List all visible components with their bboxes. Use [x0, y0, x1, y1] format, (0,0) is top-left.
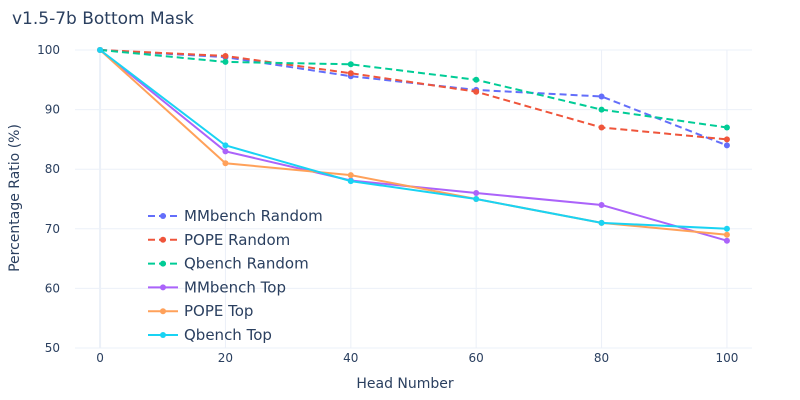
- x-axis-label: Head Number: [356, 376, 454, 392]
- legend-marker: [160, 332, 166, 338]
- legend-label: Qbench Top: [184, 326, 272, 344]
- data-point: [347, 172, 354, 179]
- series-pope-random: [97, 47, 730, 143]
- data-point: [598, 124, 605, 131]
- data-point: [723, 124, 730, 131]
- legend-label: POPE Random: [184, 231, 290, 249]
- data-point: [222, 148, 229, 155]
- y-tick-labels: 50 60 70 80 90 100: [37, 43, 60, 355]
- y-tick-label: 70: [45, 222, 60, 236]
- legend-marker: [160, 236, 166, 243]
- data-point: [598, 106, 605, 113]
- y-tick-label: 50: [45, 341, 60, 355]
- legend-marker: [160, 284, 166, 291]
- data-point: [473, 88, 480, 95]
- data-point: [473, 196, 480, 202]
- data-point: [222, 52, 229, 59]
- series-qbench-top: [97, 47, 730, 232]
- legend: MMbench Random POPE Random Qbench Random MM…: [148, 207, 323, 344]
- legend-item: POPE Top: [148, 302, 253, 320]
- x-tick-labels: 0 20 40 60 80 100: [96, 351, 738, 365]
- data-point: [222, 58, 229, 65]
- legend-label: POPE Top: [184, 302, 253, 320]
- x-tick-label: 40: [343, 351, 358, 365]
- data-point: [222, 142, 229, 149]
- data-point: [347, 61, 354, 68]
- data-point: [598, 219, 605, 226]
- legend-marker: [160, 260, 166, 267]
- legend-item: Qbench Top: [148, 326, 272, 344]
- grid: [75, 49, 752, 349]
- legend-label: MMbench Random: [184, 207, 323, 225]
- y-tick-label: 100: [37, 43, 60, 57]
- x-tick-label: 100: [715, 351, 738, 365]
- series-line: [100, 49, 728, 141]
- legend-marker: [160, 308, 166, 315]
- data-point: [347, 70, 354, 77]
- legend-item: MMbench Top: [148, 278, 286, 296]
- data-point: [473, 76, 480, 83]
- legend-item: Qbench Random: [148, 255, 309, 273]
- data-point: [723, 142, 730, 149]
- y-axis-label: Percentage Ratio (%): [7, 124, 23, 272]
- x-tick-label: 0: [96, 351, 104, 365]
- data-point: [222, 160, 229, 167]
- series-line: [99, 49, 727, 230]
- legend-item: POPE Random: [148, 231, 290, 249]
- series-lines: [97, 47, 730, 244]
- y-tick-label: 80: [45, 162, 60, 176]
- legend-item: MMbench Random: [148, 207, 323, 225]
- y-tick-label: 90: [45, 103, 60, 117]
- legend-label: MMbench Top: [184, 278, 286, 296]
- series-qbench-random: [97, 47, 730, 131]
- series-line: [99, 49, 728, 129]
- data-point: [723, 225, 730, 232]
- data-point: [473, 190, 480, 197]
- x-tick-label: 20: [218, 351, 233, 365]
- legend-marker: [160, 213, 166, 219]
- x-tick-label: 80: [594, 351, 609, 365]
- data-point: [598, 201, 605, 208]
- data-point: [723, 136, 730, 143]
- data-point: [723, 237, 730, 244]
- data-point: [347, 178, 354, 185]
- chart-title: v1.5-7b Bottom Mask: [12, 9, 194, 29]
- legend-label: Qbench Random: [184, 255, 309, 273]
- data-point: [723, 231, 730, 238]
- data-point: [97, 47, 104, 53]
- y-tick-label: 60: [45, 281, 60, 295]
- data-point: [598, 93, 605, 100]
- x-tick-label: 60: [469, 351, 484, 365]
